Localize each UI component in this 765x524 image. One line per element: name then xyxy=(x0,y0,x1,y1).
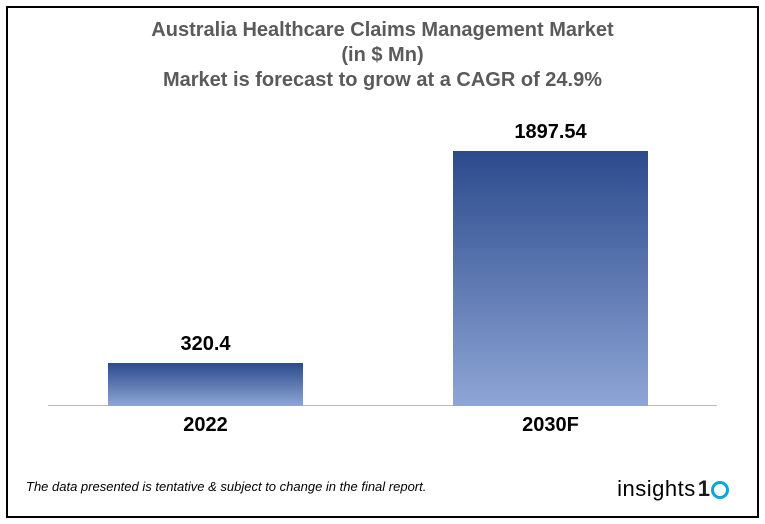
bar-2030f: 1897.54 2030F xyxy=(453,151,648,406)
logo-digit-zero-icon xyxy=(711,481,729,499)
logo-number: 1 xyxy=(698,476,729,502)
logo-digit-one: 1 xyxy=(698,476,710,502)
bar-value-label: 320.4 xyxy=(108,333,303,356)
chart-footnote: The data presented is tentative & subjec… xyxy=(26,479,426,494)
bar-value-label: 1897.54 xyxy=(453,121,648,144)
chart-title-line3: Market is forecast to grow at a CAGR of … xyxy=(8,68,757,93)
chart-frame: Australia Healthcare Claims Management M… xyxy=(6,6,759,518)
bar-category-label: 2030F xyxy=(453,406,648,437)
bar-fill xyxy=(453,151,648,406)
chart-title-line1: Australia Healthcare Claims Management M… xyxy=(8,18,757,43)
bar-fill xyxy=(108,363,303,406)
bar-category-label: 2022 xyxy=(108,406,303,437)
brand-logo: insights 1 xyxy=(617,476,729,502)
chart-plot-area: 320.4 2022 1897.54 2030F xyxy=(48,108,717,406)
bar-2022: 320.4 2022 xyxy=(108,363,303,406)
logo-text: insights xyxy=(617,476,696,502)
chart-title-block: Australia Healthcare Claims Management M… xyxy=(8,8,757,93)
chart-title-line2: (in $ Mn) xyxy=(8,43,757,68)
